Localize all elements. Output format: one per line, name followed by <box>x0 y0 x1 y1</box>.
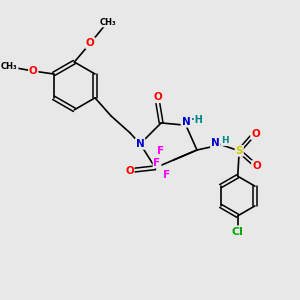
Text: O: O <box>125 166 134 176</box>
Text: F: F <box>154 158 160 167</box>
Text: O: O <box>86 38 95 48</box>
Text: O: O <box>252 161 261 171</box>
Text: CH₃: CH₃ <box>1 62 18 71</box>
Text: N: N <box>211 138 220 148</box>
Text: O: O <box>29 66 38 76</box>
Text: N: N <box>136 139 145 149</box>
Text: F: F <box>157 146 164 156</box>
Text: CH₃: CH₃ <box>100 18 116 27</box>
Text: N: N <box>182 117 190 127</box>
Text: O: O <box>251 129 260 139</box>
Text: Cl: Cl <box>232 226 244 237</box>
Text: S: S <box>236 146 243 156</box>
Text: O: O <box>153 92 162 102</box>
Text: F: F <box>163 170 170 180</box>
Text: H: H <box>221 136 229 145</box>
Text: ·H: ·H <box>191 115 203 125</box>
